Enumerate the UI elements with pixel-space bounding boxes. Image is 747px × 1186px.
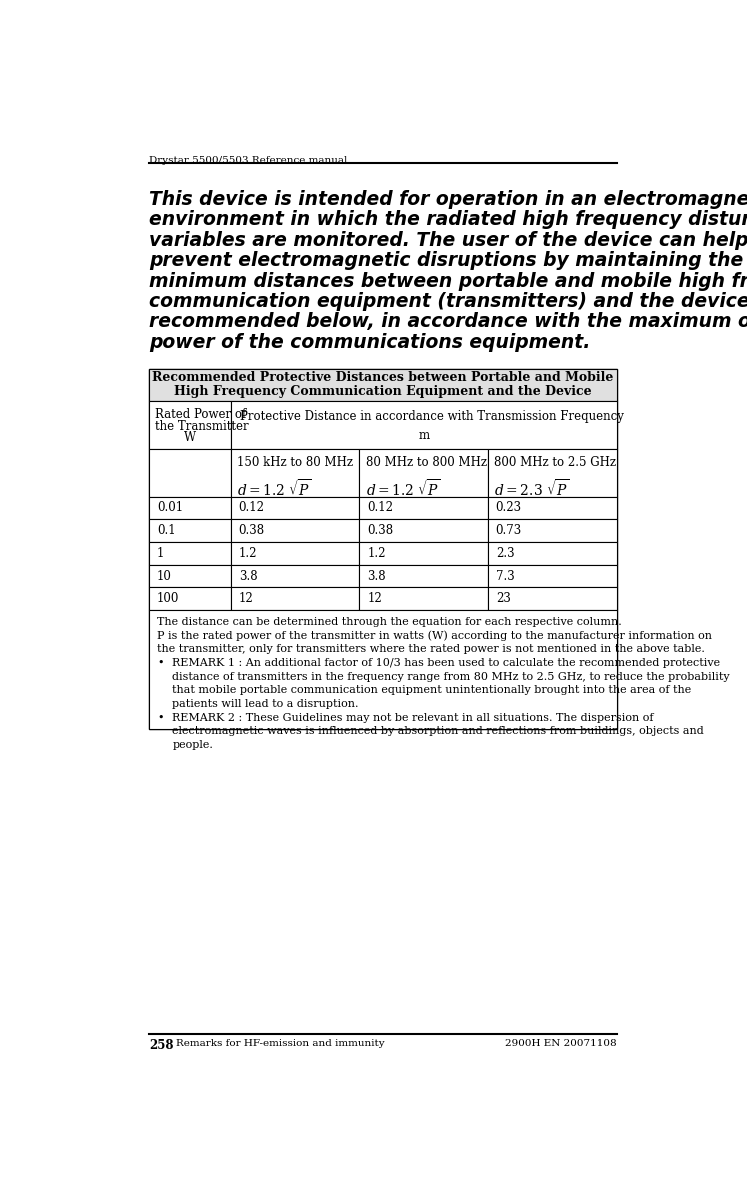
Text: 0.23: 0.23 — [496, 502, 522, 515]
Bar — [359, 542, 488, 565]
Text: 3.8: 3.8 — [239, 569, 257, 582]
Bar — [149, 401, 231, 448]
Text: that mobile portable communication equipment unintentionally brought into the ar: that mobile portable communication equip… — [173, 686, 692, 695]
Text: REMARK 2 : These Guidelines may not be relevant in all situations. The dispersio: REMARK 2 : These Guidelines may not be r… — [173, 713, 654, 723]
Text: the Transmitter: the Transmitter — [155, 420, 249, 433]
Text: m: m — [418, 429, 430, 442]
Bar — [359, 448, 488, 497]
Text: environment in which the radiated high frequency disturbance: environment in which the radiated high f… — [149, 210, 747, 229]
Text: electromagnetic waves is influenced by absorption and reflections from buildings: electromagnetic waves is influenced by a… — [173, 726, 704, 737]
Text: 150 kHz to 80 MHz: 150 kHz to 80 MHz — [237, 455, 353, 468]
Bar — [149, 587, 231, 610]
Bar — [231, 519, 359, 542]
Bar — [149, 610, 616, 729]
Text: patients will lead to a disruption.: patients will lead to a disruption. — [173, 699, 359, 709]
Text: 12: 12 — [368, 592, 382, 605]
Bar — [149, 565, 231, 587]
Text: $d = 2.3\ \sqrt{P}$: $d = 2.3\ \sqrt{P}$ — [495, 478, 569, 499]
Bar — [359, 565, 488, 587]
Text: High Frequency Communication Equipment and the Device: High Frequency Communication Equipment a… — [174, 385, 592, 398]
Bar — [231, 587, 359, 610]
Text: 12: 12 — [239, 592, 253, 605]
Text: 1: 1 — [157, 547, 164, 560]
Text: W: W — [184, 431, 196, 444]
Text: 80 MHz to 800 MHz: 80 MHz to 800 MHz — [366, 455, 487, 468]
Bar — [149, 542, 231, 565]
Text: Recommended Protective Distances between Portable and Mobile: Recommended Protective Distances between… — [152, 371, 613, 384]
Text: prevent electromagnetic disruptions by maintaining the: prevent electromagnetic disruptions by m… — [149, 251, 743, 270]
Text: 0.38: 0.38 — [368, 524, 394, 537]
Bar — [231, 448, 359, 497]
Text: Remarks for HF-emission and immunity: Remarks for HF-emission and immunity — [176, 1039, 385, 1047]
Bar — [359, 587, 488, 610]
Text: 0.01: 0.01 — [157, 502, 183, 515]
Bar — [488, 565, 616, 587]
Text: minimum distances between portable and mobile high frequency: minimum distances between portable and m… — [149, 272, 747, 291]
Bar — [231, 565, 359, 587]
Text: 1.2: 1.2 — [239, 547, 257, 560]
Bar — [359, 497, 488, 519]
Text: $d = 1.2\ \sqrt{P}$: $d = 1.2\ \sqrt{P}$ — [366, 478, 441, 499]
Text: $d = 1.2\ \sqrt{P}$: $d = 1.2\ \sqrt{P}$ — [237, 478, 312, 499]
Bar — [149, 369, 616, 729]
Text: 258: 258 — [149, 1039, 173, 1052]
Text: •: • — [157, 713, 164, 723]
Bar — [488, 519, 616, 542]
Text: Drystar 5500/5503 Reference manual: Drystar 5500/5503 Reference manual — [149, 157, 347, 165]
Text: communication equipment (transmitters) and the device as: communication equipment (transmitters) a… — [149, 292, 747, 311]
Bar — [488, 542, 616, 565]
Text: 1.2: 1.2 — [368, 547, 385, 560]
Text: 0.1: 0.1 — [157, 524, 176, 537]
Bar — [488, 497, 616, 519]
Text: 100: 100 — [157, 592, 179, 605]
Text: the transmitter, only for transmitters where the rated power is not mentioned in: the transmitter, only for transmitters w… — [157, 644, 705, 653]
Bar — [231, 401, 616, 448]
Bar — [231, 497, 359, 519]
Bar — [359, 519, 488, 542]
Text: 3.8: 3.8 — [368, 569, 386, 582]
Text: 23: 23 — [496, 592, 511, 605]
Text: 0.38: 0.38 — [239, 524, 265, 537]
Bar — [149, 519, 231, 542]
Text: P is the rated power of the transmitter in watts (W) according to the manufactur: P is the rated power of the transmitter … — [157, 631, 712, 642]
Bar — [231, 542, 359, 565]
Bar — [488, 448, 616, 497]
Text: recommended below, in accordance with the maximum output: recommended below, in accordance with th… — [149, 312, 747, 332]
Text: 2900H EN 20071108: 2900H EN 20071108 — [505, 1039, 616, 1047]
Text: REMARK 1 : An additional factor of 10/3 has been used to calculate the recommend: REMARK 1 : An additional factor of 10/3 … — [173, 658, 721, 668]
Bar — [149, 369, 616, 401]
Text: This device is intended for operation in an electromagnetic: This device is intended for operation in… — [149, 190, 747, 209]
Bar — [488, 587, 616, 610]
Text: 2.3: 2.3 — [496, 547, 515, 560]
Text: •: • — [157, 658, 164, 668]
Text: 0.12: 0.12 — [368, 502, 393, 515]
Text: 0.12: 0.12 — [239, 502, 264, 515]
Text: Protective Distance in accordance with Transmission Frequency: Protective Distance in accordance with T… — [241, 410, 624, 423]
Text: The distance can be determined through the equation for each respective column.: The distance can be determined through t… — [157, 617, 622, 627]
Bar — [149, 448, 231, 497]
Text: Rated Power of: Rated Power of — [155, 408, 247, 421]
Text: distance of transmitters in the frequency range from 80 MHz to 2.5 GHz, to reduc: distance of transmitters in the frequenc… — [173, 671, 730, 682]
Bar — [149, 497, 231, 519]
Text: 10: 10 — [157, 569, 172, 582]
Text: 7.3: 7.3 — [496, 569, 515, 582]
Text: variables are monitored. The user of the device can help to: variables are monitored. The user of the… — [149, 231, 747, 250]
Text: people.: people. — [173, 740, 214, 750]
Text: 0.73: 0.73 — [496, 524, 522, 537]
Text: power of the communications equipment.: power of the communications equipment. — [149, 333, 591, 352]
Text: 800 MHz to 2.5 GHz: 800 MHz to 2.5 GHz — [495, 455, 616, 468]
